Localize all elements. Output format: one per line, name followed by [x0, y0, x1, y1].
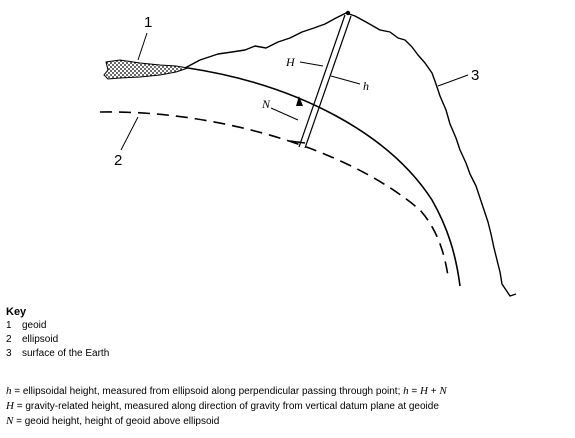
callout-3: 3 [471, 67, 479, 84]
definition-var: N [6, 415, 14, 427]
key-legend: Key 1 geoid 2 ellipsoid 3 surface of the… [6, 305, 109, 361]
definition-var: h [403, 385, 409, 397]
definition-var: N [439, 385, 447, 397]
earth-surface-line [184, 12, 517, 297]
definition-var: H [6, 400, 14, 412]
callout-2: 2 [114, 152, 122, 169]
key-item: 2 ellipsoid [6, 333, 109, 347]
definition-text: = geoid height, height of geoid above el… [13, 416, 220, 427]
definition-var: H [420, 385, 428, 397]
key-item-label: ellipsoid [22, 334, 59, 345]
geoid-curve [187, 67, 461, 287]
leader-3 [437, 74, 469, 87]
leader-2 [120, 116, 139, 151]
leader-h [330, 75, 361, 85]
definition-H: H = gravity-related height, measured alo… [6, 399, 447, 414]
gravity-height-line-left [298, 14, 346, 148]
geodetic-heights-diagram: 1 2 3 H h N [99, 10, 517, 297]
definition-N: N = geoid height, height of geoid above … [6, 414, 447, 429]
definition-var: h [6, 385, 12, 397]
gravity-height-line-right [304, 15, 352, 149]
ellipsoid-dashed-curve [99, 111, 449, 277]
geoid-hatched-region [103, 59, 189, 80]
key-item-number: 1 [6, 320, 12, 331]
geoid-height-tick [289, 140, 306, 144]
key-item-number: 2 [6, 334, 12, 345]
definition-text: = gravity-related height, measured along… [13, 401, 439, 412]
definition-text: = ellipsoidal height, measured from elli… [11, 386, 404, 397]
key-item: 3 surface of the Earth [6, 347, 109, 361]
leader-H [299, 61, 324, 67]
key-item-label: surface of the Earth [22, 348, 110, 359]
definitions: h = ellipsoidal height, measured from el… [6, 384, 447, 429]
leader-N [270, 107, 299, 121]
label-H: H [285, 55, 296, 69]
geoid-height-arrowhead [296, 96, 303, 106]
key-item: 1 geoid [6, 319, 109, 333]
leader-1 [137, 32, 148, 61]
surface-point [345, 10, 351, 16]
key-title: Key [6, 306, 27, 318]
definition-text: + [428, 386, 440, 397]
key-item-number: 3 [6, 348, 12, 359]
definition-h: h = ellipsoidal height, measured from el… [6, 384, 447, 399]
label-N: N [261, 97, 271, 111]
definition-text: = [408, 386, 421, 397]
key-item-label: geoid [22, 320, 47, 331]
callout-1: 1 [144, 14, 152, 31]
label-h: h [363, 79, 369, 93]
